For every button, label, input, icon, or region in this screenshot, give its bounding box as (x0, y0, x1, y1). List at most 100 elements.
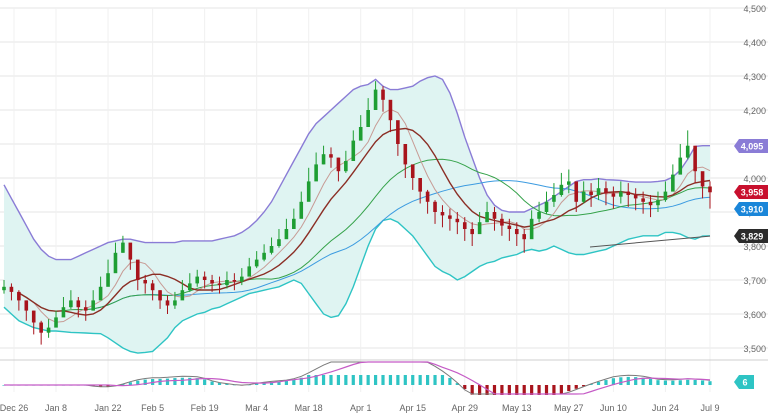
y-tick-label: 4,000 (743, 174, 766, 184)
candle-body (507, 225, 512, 229)
y-tick-label: 3,600 (743, 310, 766, 320)
candle-body (31, 310, 36, 323)
price-badge: 4,095 (734, 139, 768, 153)
candle-body (344, 161, 348, 172)
macd-bar (351, 375, 355, 385)
macd-bar (552, 385, 556, 395)
macd-badge-bg (734, 375, 754, 389)
candle-body (98, 286, 103, 301)
candle (611, 186, 616, 209)
macd-bar (463, 385, 467, 390)
macd-bar (329, 375, 333, 385)
macd-bar (440, 375, 445, 385)
candle (344, 150, 348, 173)
candle-body (492, 212, 497, 219)
macd-bar (515, 385, 519, 395)
price-badge-bg (734, 229, 768, 243)
candle-body (559, 184, 564, 195)
macd-bar (403, 375, 407, 385)
macd-bar (671, 380, 675, 385)
candle (462, 217, 467, 241)
candle-body (708, 186, 712, 193)
macd-bar (700, 380, 705, 385)
macd-bar (307, 375, 311, 385)
candle (173, 291, 177, 309)
macd-bar (634, 377, 638, 385)
candle-body (24, 300, 29, 311)
candle (500, 213, 504, 236)
x-tick-label: May 13 (502, 403, 532, 413)
candle-body (240, 276, 244, 282)
candle-body (329, 154, 333, 158)
x-tick-label: Mar 4 (245, 403, 268, 413)
candle (678, 144, 683, 175)
macd-bar (641, 377, 645, 385)
candle (433, 200, 437, 224)
candle-body (693, 145, 697, 172)
y-tick-label: 4,300 (743, 72, 766, 82)
candle (663, 181, 668, 202)
candle-body (113, 252, 118, 274)
candle (626, 183, 631, 207)
candle-body (410, 164, 415, 178)
y-tick-label: 4,400 (743, 38, 766, 48)
macd-bar (396, 375, 400, 385)
candle-body (247, 266, 252, 277)
band-lower-line (3, 218, 711, 354)
macd-bar (121, 384, 125, 385)
candle (492, 206, 497, 231)
candle-body (217, 283, 222, 286)
candle (581, 181, 586, 204)
macd-bar (277, 381, 281, 385)
ma-short-line (18, 127, 711, 316)
candle (633, 188, 638, 211)
candle-body (269, 246, 274, 253)
candle (83, 300, 88, 321)
x-tick-label: May 27 (554, 403, 584, 413)
macd-bar (225, 383, 229, 385)
macd-bar (567, 385, 571, 392)
candle (366, 98, 370, 127)
candle (373, 81, 378, 110)
candle (247, 257, 252, 277)
candle-body (321, 154, 326, 165)
candle (708, 181, 712, 209)
candle (544, 191, 549, 214)
candle (150, 280, 155, 301)
candle-body (121, 242, 125, 253)
candle-body (485, 212, 489, 223)
candle (91, 290, 95, 311)
candle-body (336, 157, 341, 172)
candle (299, 191, 304, 219)
y-tick-label: 3,800 (743, 242, 766, 252)
candle (537, 201, 541, 223)
candle (403, 144, 408, 178)
candle-body (366, 110, 370, 127)
macd-bar (381, 375, 385, 385)
candle (240, 268, 244, 286)
candle (187, 273, 192, 292)
candle-body (633, 195, 638, 199)
candle-body (187, 283, 192, 291)
candle-body (61, 307, 66, 318)
candle (46, 319, 51, 338)
candle-body (173, 300, 177, 306)
candle (351, 130, 356, 161)
candle-body (9, 286, 14, 292)
candle (529, 210, 534, 240)
macd-bar (530, 385, 534, 395)
candle (522, 229, 527, 253)
candle-body (165, 300, 170, 306)
candle (262, 244, 266, 262)
macd-bar (559, 385, 563, 395)
candle (552, 183, 556, 207)
macd-badge: 6 (734, 375, 754, 389)
macd-bar (188, 377, 192, 385)
candle (440, 205, 445, 228)
macd-bar (136, 380, 140, 385)
candle (321, 145, 326, 165)
candle-body (574, 181, 579, 202)
macd-bar (478, 385, 482, 395)
macd-bar (693, 380, 697, 385)
candle (128, 242, 133, 270)
